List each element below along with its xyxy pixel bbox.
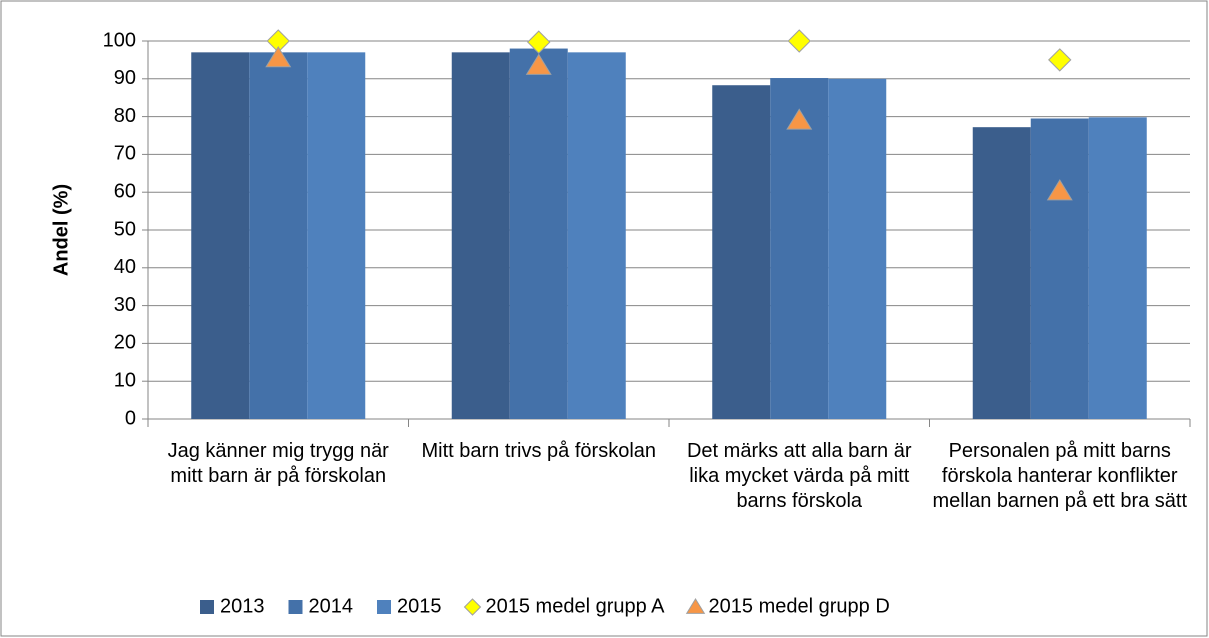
bar: [191, 52, 250, 420]
bar: [451, 52, 510, 420]
y-tick-label: 40: [114, 256, 136, 278]
y-tick-label: 80: [114, 105, 136, 127]
bar: [712, 85, 771, 419]
bar: [249, 52, 308, 420]
legend-label: 2015: [397, 595, 442, 617]
bar: [307, 52, 366, 420]
legend-swatch: [463, 598, 482, 616]
triangle-marker: [786, 108, 813, 130]
x-tick-label: Personalen på mitt barns förskola hanter…: [932, 440, 1188, 512]
y-tick-label: 60: [114, 180, 136, 202]
bar: [1088, 117, 1147, 419]
y-tick-label: 0: [125, 407, 136, 429]
legend-label: 2015 medel grupp A: [486, 595, 666, 617]
legend-label: 2015 medel grupp D: [709, 595, 890, 617]
y-axis-label: Andel (%): [50, 184, 72, 276]
x-tick-label: Jag känner mig trygg när mitt barn är på…: [167, 440, 389, 487]
legend-label: 2013: [220, 595, 265, 617]
legend-swatch: [200, 600, 214, 614]
bar: [972, 127, 1031, 420]
triangle-marker: [1046, 179, 1073, 201]
bar: [509, 48, 568, 420]
y-tick-label: 90: [114, 67, 136, 89]
legend-label: 2014: [309, 595, 354, 617]
diamond-marker: [527, 30, 551, 54]
x-tick-label: Det märks att alla barn är lika mycket v…: [686, 440, 912, 512]
bar: [567, 52, 626, 420]
y-tick-label: 10: [114, 369, 136, 391]
triangle-marker: [525, 53, 552, 75]
y-tick-label: 20: [114, 332, 136, 354]
bar: [828, 78, 887, 420]
y-tick-label: 100: [103, 29, 136, 51]
triangle-marker: [265, 46, 292, 68]
legend-swatch: [288, 600, 303, 614]
y-tick-label: 70: [114, 143, 136, 165]
legend-swatch: [685, 598, 706, 614]
x-tick-label: Mitt barn trivs på förskolan: [421, 440, 657, 462]
diamond-marker: [1048, 48, 1072, 72]
bar: [1030, 118, 1089, 420]
y-tick-label: 50: [114, 218, 136, 240]
bar: [770, 78, 829, 419]
y-tick-label: 30: [114, 294, 136, 316]
diamond-marker: [787, 29, 811, 53]
legend-swatch: [377, 600, 391, 614]
